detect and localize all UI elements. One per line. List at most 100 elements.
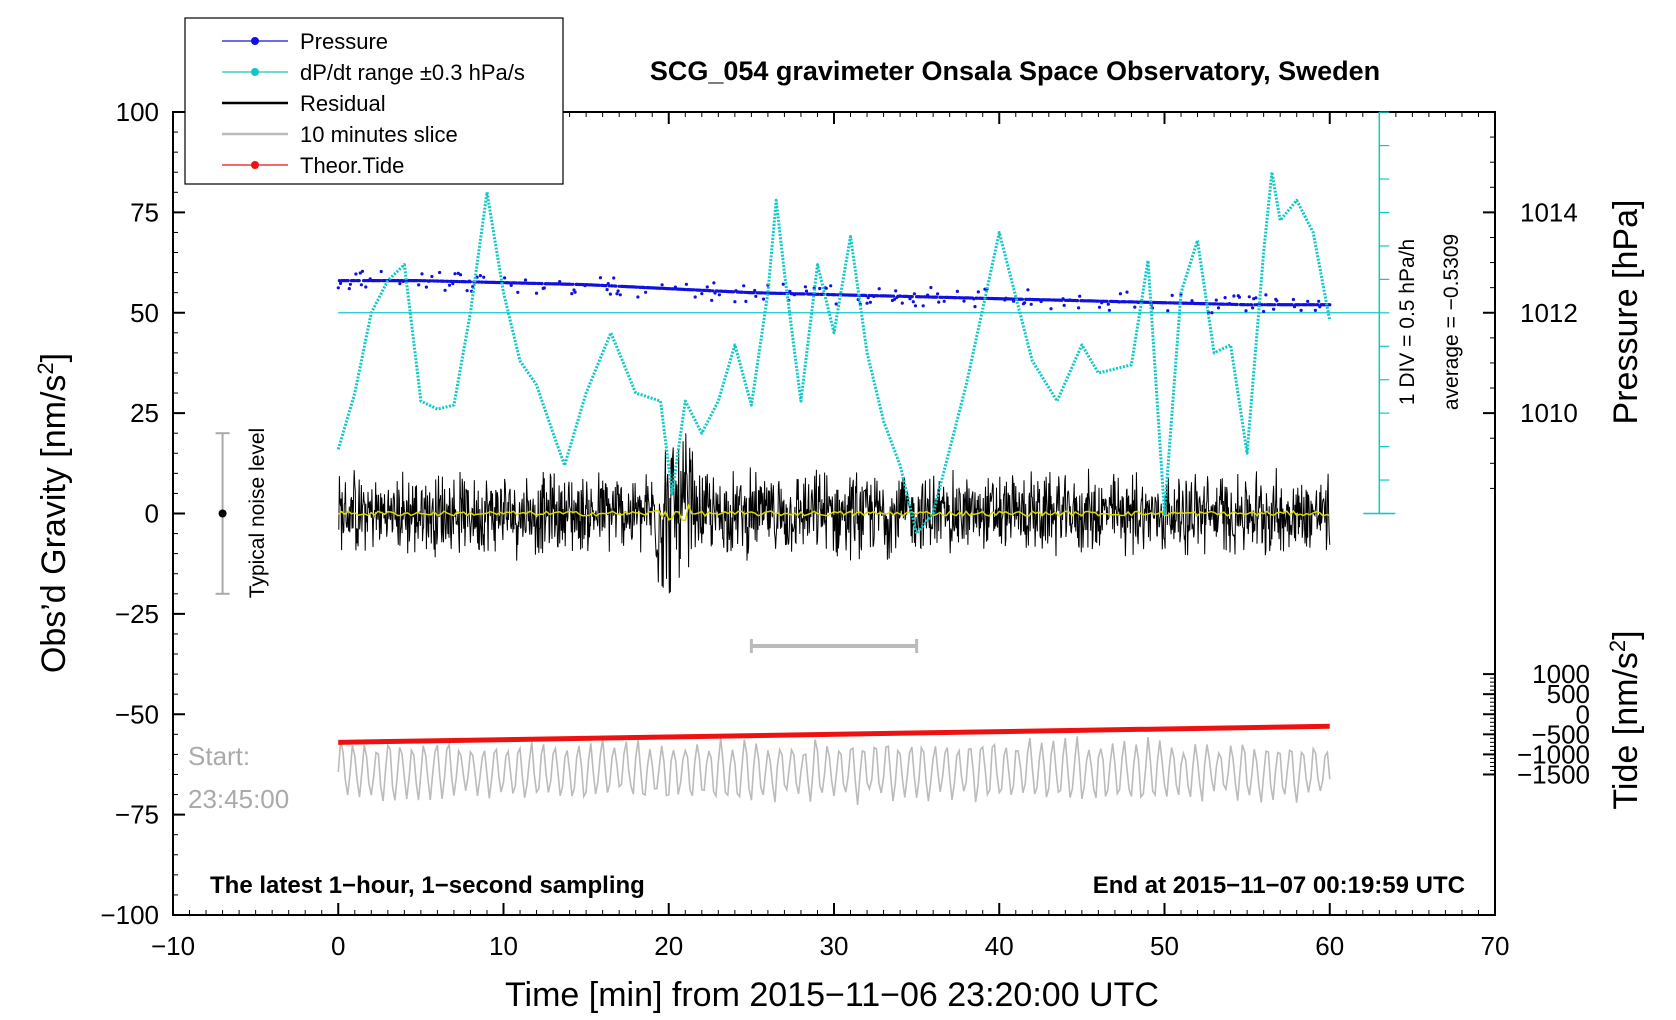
pressure-point (644, 290, 648, 294)
pressure-point (358, 271, 362, 275)
pressure-point (710, 298, 714, 302)
pressure-point (397, 279, 401, 283)
pressure-point (1290, 303, 1294, 307)
pressure-point (346, 279, 350, 283)
pressure-point (829, 284, 833, 288)
pressure-point (534, 291, 539, 295)
pressure-point (453, 272, 457, 276)
pressure-point (973, 305, 977, 309)
legend-marker (251, 68, 259, 76)
pressure-point (1169, 301, 1173, 305)
pressure-point (1262, 309, 1266, 314)
pressure-point (608, 292, 613, 296)
pressure-point (742, 284, 746, 288)
x-tick-label: 50 (1150, 931, 1179, 961)
pressure-axis-label: Pressure [hPa] (1607, 200, 1645, 425)
pressure-point (942, 299, 946, 303)
pressure-point (1097, 305, 1102, 309)
pressure-point (753, 288, 757, 293)
tide-label-end: ] (1607, 630, 1645, 639)
pressure-point (337, 279, 341, 283)
pressure-point (420, 272, 424, 276)
pressure-point (1216, 306, 1221, 310)
pressure-point (705, 285, 709, 289)
legend-box (184, 17, 564, 185)
pressure-point (1232, 294, 1236, 298)
legend-label: 10 minutes slice (300, 122, 458, 147)
pressure-point (1023, 301, 1027, 305)
pressure-point (1020, 297, 1024, 301)
pressure-point (1077, 306, 1081, 310)
dpdt-average-annotation: average = −0.5309 (1440, 234, 1463, 410)
tide-tick-label: −1000 (1517, 739, 1590, 769)
y-left-label-main: Obs’d Gravity [nm/s (35, 375, 73, 674)
pressure-point (962, 299, 966, 303)
x-tick-label: 20 (654, 931, 683, 961)
pressure-point (716, 289, 720, 293)
pressure-point (612, 276, 616, 280)
y-left-tick-label: 100 (116, 97, 159, 127)
pressure-point (891, 294, 896, 298)
pressure-point (876, 294, 880, 298)
x-tick-label: 30 (820, 931, 849, 961)
axis-ticks: −10 0 10 20 30 40 50 60 70−100−75−50−25025507510… (100, 97, 1590, 961)
pressure-point (348, 282, 352, 286)
pressure-point (558, 280, 562, 284)
y-left-label-end: ] (35, 353, 73, 362)
pressure-point (604, 284, 608, 288)
pressure-point (482, 275, 486, 279)
pressure-point (711, 289, 715, 293)
pressure-point (912, 292, 917, 296)
pressure-point (1328, 303, 1332, 307)
x-tick-label: 60 (1315, 931, 1344, 961)
tide-tick-label: 500 (1547, 679, 1590, 709)
y-left-tick-label: 25 (130, 398, 159, 428)
pressure-point (684, 282, 689, 286)
pressure-point (1237, 295, 1241, 299)
pressure-point (1306, 299, 1310, 303)
legend-label: dP/dt range ±0.3 hPa/s (300, 60, 525, 85)
pressure-point (442, 279, 446, 283)
tide-label-sup: 2 (1605, 640, 1630, 652)
pressure-point (616, 289, 620, 293)
pressure-point (1026, 288, 1030, 292)
pressure-point (1166, 309, 1170, 313)
pressure-point (911, 300, 915, 304)
pressure-point (642, 286, 647, 290)
pressure-point (1298, 303, 1302, 307)
y-left-tick-label: −100 (100, 900, 159, 930)
pressure-point (693, 295, 697, 299)
legend-label: Residual (300, 91, 386, 116)
pressure-point (354, 272, 358, 276)
footer-left-label: The latest 1−hour, 1−second sampling (210, 872, 645, 899)
x-tick-label: 10 (489, 931, 518, 961)
pressure-point (818, 286, 822, 291)
pressure-point (1317, 299, 1321, 303)
pressure-point (1254, 296, 1258, 300)
dpdt-series-line (336, 170, 1332, 536)
pressure-point (540, 282, 544, 286)
pressure-point (336, 286, 340, 290)
pressure-point (523, 278, 528, 282)
pressure-point (379, 269, 383, 274)
pressure-point (1251, 306, 1255, 310)
pressure-point (430, 274, 434, 279)
pressure-point (1124, 300, 1128, 304)
pressure-point (1247, 295, 1251, 299)
pressure-point (1244, 309, 1248, 313)
start-label: Start: (188, 741, 250, 771)
legend-label: Theor.Tide (300, 153, 404, 178)
x-tick-label: 0 (331, 931, 345, 961)
pressure-point (1273, 303, 1277, 307)
pressure-point (447, 283, 452, 287)
pressure-point (1132, 300, 1136, 304)
pressure-point (515, 281, 519, 285)
pressure-point (478, 274, 482, 278)
pressure-point (712, 281, 716, 285)
pressure-point (1078, 294, 1082, 298)
pressure-point (1263, 303, 1267, 307)
x-tick-label: −10 (151, 931, 195, 961)
pressure-point (733, 300, 737, 304)
pressure-point (533, 281, 538, 285)
